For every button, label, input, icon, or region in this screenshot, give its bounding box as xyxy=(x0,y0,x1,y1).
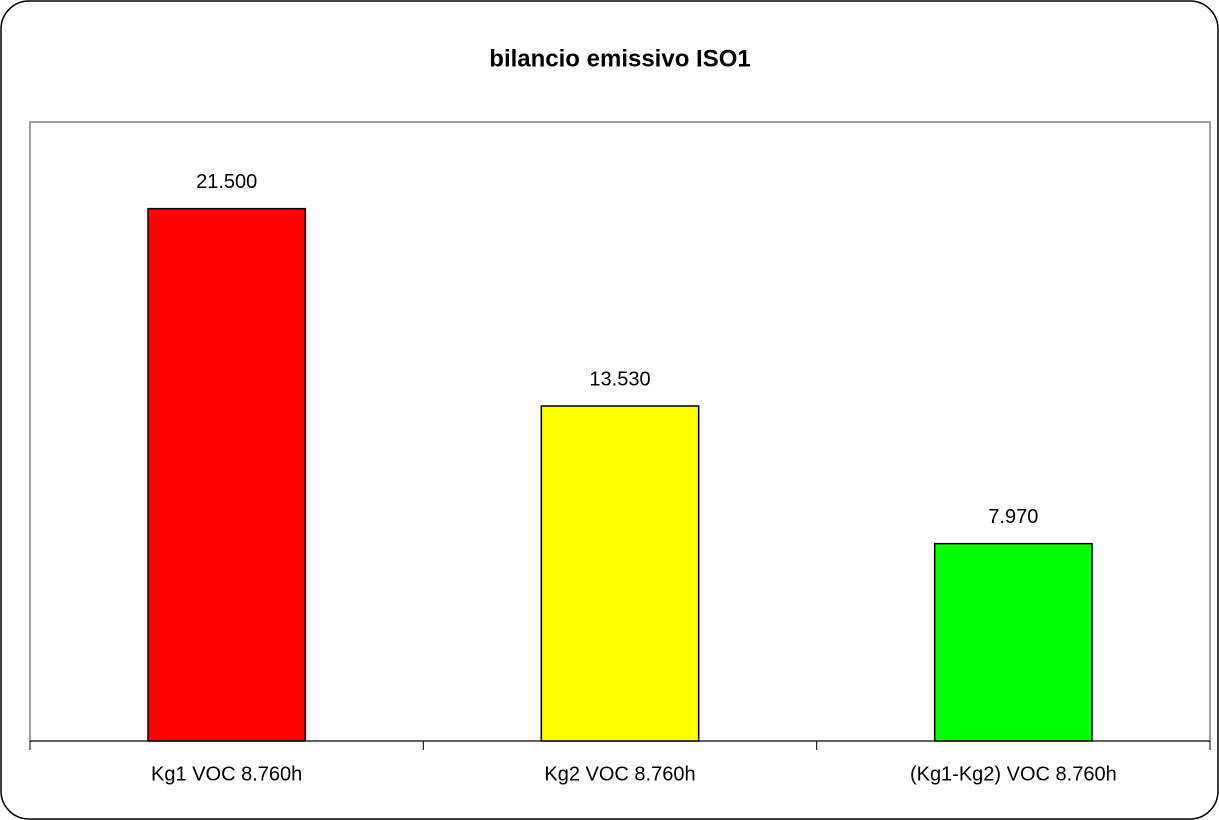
x-tick-label: (Kg1-Kg2) VOC 8.760h xyxy=(910,763,1117,785)
bar xyxy=(540,405,700,742)
value-label: 7.970 xyxy=(988,506,1038,528)
x-tick-label: Kg1 VOC 8.760h xyxy=(151,763,302,785)
chart-title: bilancio emissivo ISO1 xyxy=(489,45,750,72)
value-label: 13.530 xyxy=(589,368,650,390)
bar xyxy=(933,542,1093,742)
value-label: 21.500 xyxy=(196,171,257,193)
x-tick-label: Kg2 VOC 8.760h xyxy=(544,763,695,785)
bar xyxy=(147,207,307,742)
